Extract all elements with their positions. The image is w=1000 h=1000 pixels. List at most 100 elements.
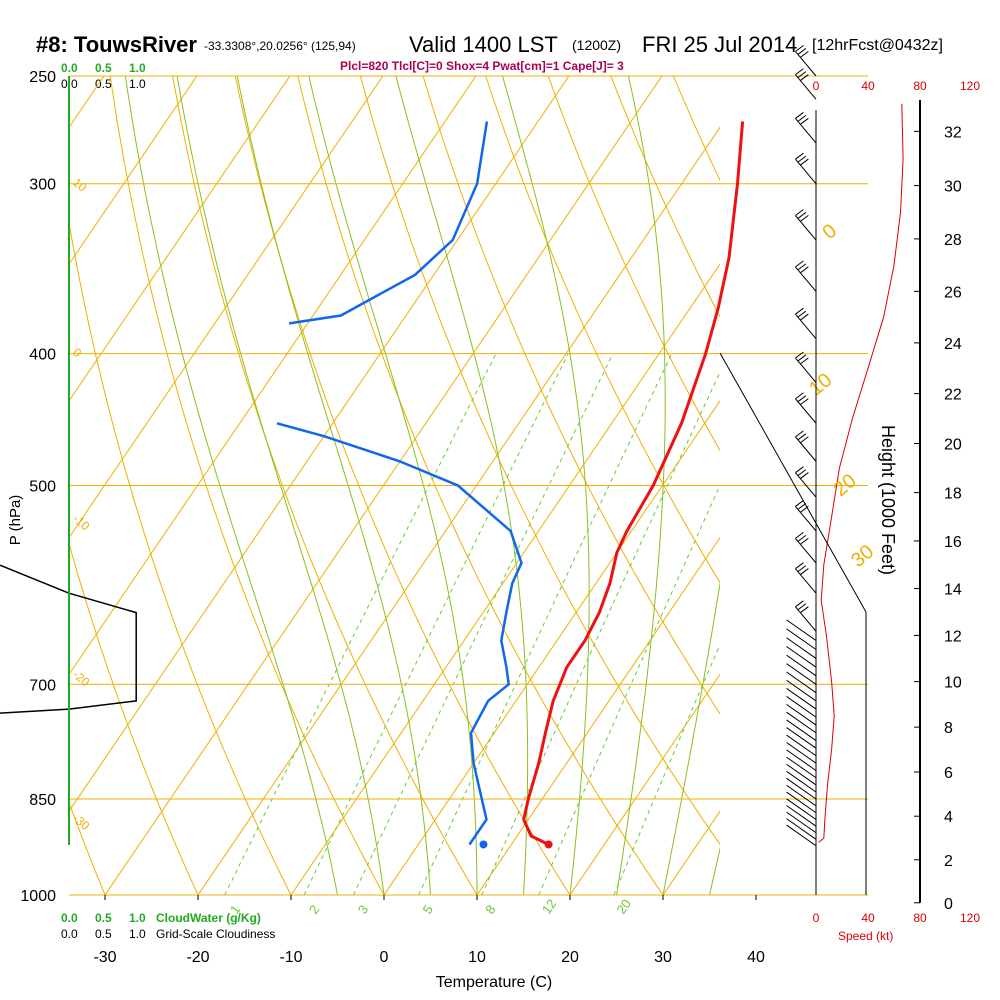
wind-barb: [786, 646, 817, 668]
y-axis-title: P (hPa): [7, 495, 24, 546]
mixing-ratio-label: 20: [613, 896, 634, 916]
speed-tick-top-1: 40: [861, 79, 875, 93]
p-tick-label: 250: [29, 69, 56, 86]
wind-barb: [786, 663, 817, 685]
wind-barb-feather: [795, 307, 804, 315]
wind-barb-feather: [797, 469, 807, 477]
wind-barb: [795, 606, 817, 632]
wind-barb: [795, 568, 817, 594]
speed-tick-bottom-0: 0: [813, 911, 820, 925]
wind-barb-feather: [800, 117, 809, 125]
wind-barb: [795, 266, 817, 292]
dry-adiabat: [849, 52, 1000, 895]
wind-barb: [795, 398, 817, 424]
wind-barb-feather: [797, 395, 807, 403]
height-tick-label: 12: [944, 628, 962, 645]
wind-barb: [786, 756, 817, 779]
mixing-ratio-label: 2: [306, 902, 322, 917]
dry-adiabat: [234, 76, 571, 895]
x-tick-label: 30: [654, 949, 672, 966]
wind-barb-feather: [800, 266, 809, 274]
dewpoint-profile: [276, 422, 523, 846]
wind-barb: [786, 703, 817, 726]
wind-barb-feather: [797, 263, 807, 271]
wind-barb: [786, 696, 817, 718]
station-location: -33.3308°,20.0256° (125,94): [204, 39, 356, 53]
wind-barb: [786, 805, 817, 827]
dry-adiabat: [422, 76, 720, 715]
wind-barb: [786, 824, 817, 847]
moist-adiabat: [395, 76, 529, 895]
mixing-ratio-line: [481, 370, 720, 895]
height-tick-label: 24: [944, 336, 962, 353]
cloud-scale-top-green-1: 0.5: [95, 61, 112, 75]
dry-adiabat: [547, 76, 720, 452]
dry-adiabat: [109, 76, 385, 895]
dry-adiabat-label: 0: [70, 345, 84, 360]
wind-barb-feather: [800, 568, 809, 575]
isotherm: [849, 76, 1000, 895]
wind-barb: [786, 763, 817, 786]
wind-barb-feather: [800, 537, 809, 545]
speed-tick-bottom-1: 40: [861, 911, 875, 925]
wind-barb: [786, 654, 817, 677]
cloud-scale-bottom-green-1: 0.5: [95, 911, 112, 925]
wind-barb-feather: [800, 214, 809, 222]
height-tick-label: 32: [944, 124, 962, 141]
p-tick-label: 700: [29, 677, 56, 694]
cloud-scale-bottom-green-2: 1.0: [129, 911, 146, 925]
cloud-scale-bottom-green-0: 0.0: [61, 911, 78, 925]
wind-barb: [786, 628, 817, 650]
p-tick-label: 850: [29, 792, 56, 809]
dry-adiabat: [610, 76, 720, 318]
station-title: #8: TouwsRiver: [36, 32, 197, 57]
mixing-ratio-label: 3: [355, 902, 371, 917]
dry-adiabat: [359, 76, 720, 846]
height-axis-title: Height (1000 Feet): [878, 425, 898, 575]
dry-adiabat: [973, 52, 1000, 895]
height-tick-label: 0: [944, 896, 953, 913]
valid-date: FRI 25 Jul 2014: [642, 32, 797, 57]
wind-barb: [795, 51, 817, 77]
zulu-time: (1200Z): [572, 37, 621, 53]
valid-time: Valid 1400 LST: [409, 32, 558, 57]
wind-barb-feather: [795, 260, 804, 268]
wind-barb: [786, 688, 817, 710]
height-tick-label: 16: [944, 534, 962, 551]
p-tick-label: 300: [29, 177, 56, 194]
cloud-scale-top-green-2: 1.0: [129, 61, 146, 75]
background-lines: [69, 52, 1000, 896]
mixing-ratio-line: [418, 353, 673, 895]
mixing-ratio-label: 12: [539, 896, 560, 916]
cloudiness-line: [0, 564, 137, 714]
wind-barb: [795, 215, 817, 241]
isotherm-label: 0: [818, 220, 841, 244]
wind-barb-feather: [797, 502, 807, 510]
height-tick-label: 18: [944, 486, 962, 503]
wind-barb-feather: [797, 534, 807, 542]
moist-adiabat: [176, 76, 385, 895]
sounding-profiles: [276, 121, 745, 849]
moist-adiabat: [502, 76, 590, 895]
wind-barb: [786, 798, 817, 820]
cloudwater-label: CloudWater (g/Kg): [156, 911, 261, 925]
isotherm-label: 20: [830, 470, 861, 501]
wind-barb-feather: [795, 45, 804, 52]
height-tick-label: 14: [944, 582, 962, 599]
speed-profile: [818, 103, 904, 843]
mixing-ratio-line: [303, 353, 569, 895]
wind-barb: [786, 719, 817, 741]
wind-barb: [795, 357, 817, 383]
wind-barb-feather: [800, 158, 809, 166]
wind-barb-feather: [797, 71, 807, 78]
wind-barb-feather: [797, 155, 807, 163]
cloud-scale-top-black-1: 0.5: [95, 77, 112, 91]
wind-barb-feather: [797, 603, 807, 611]
temperature-profile: [522, 121, 745, 846]
height-tick-label: 4: [944, 809, 953, 826]
wind-barb-feather: [800, 50, 809, 58]
p-tick-label: 1000: [20, 888, 56, 905]
speed-tick-bottom-3: 120: [960, 911, 980, 925]
cloud-scale-bottom-black-1: 0.5: [95, 927, 112, 941]
